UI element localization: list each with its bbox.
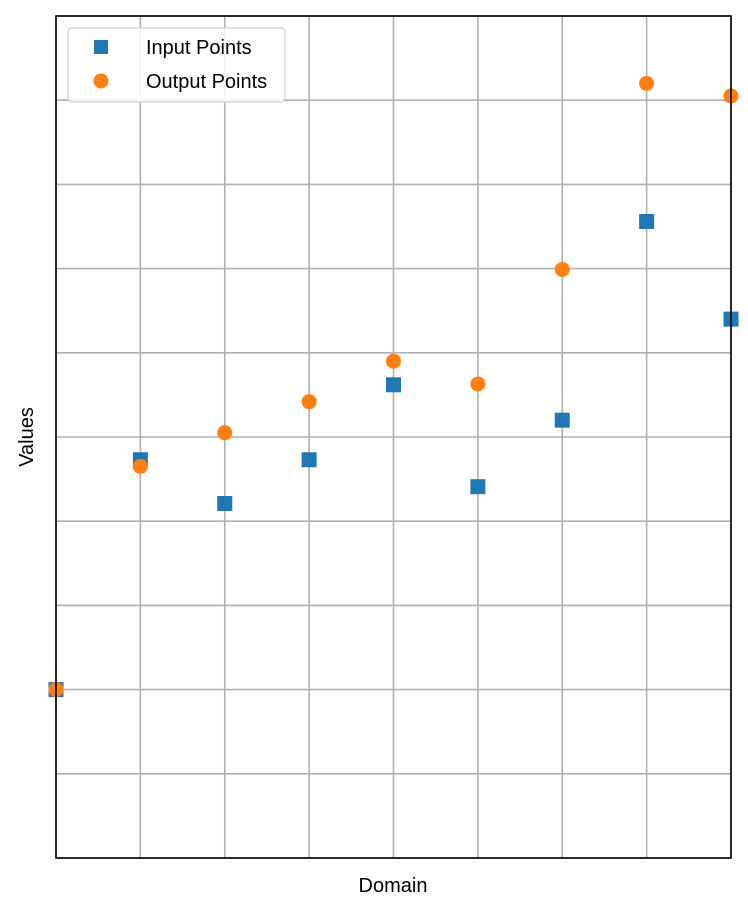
legend-marker-output-points [93, 73, 109, 89]
input-points-point [554, 412, 570, 428]
plot-frame [55, 15, 732, 859]
output-points-point [217, 425, 233, 441]
data-marks [48, 75, 739, 698]
legend-box [67, 27, 286, 103]
output-points-point [470, 376, 486, 392]
output-points-point [639, 75, 655, 91]
output-points-point [386, 353, 401, 369]
legend: Input Points Output Points [67, 27, 286, 103]
x-axis-label: Domain [359, 875, 428, 897]
input-points-point [217, 496, 233, 512]
legend-marker-input-points [94, 40, 108, 54]
legend-label-input-points: Input Points [146, 37, 252, 59]
y-axis-label: Values [16, 407, 38, 467]
input-points-point [301, 452, 317, 468]
output-points-point [132, 458, 148, 474]
legend-label-output-points: Output Points [146, 71, 267, 93]
grid-lines [55, 15, 732, 859]
input-points-point [470, 479, 486, 495]
input-points-point [639, 213, 655, 229]
output-points-point [301, 394, 317, 410]
output-points-point [554, 261, 570, 277]
input-points-point [386, 377, 401, 393]
